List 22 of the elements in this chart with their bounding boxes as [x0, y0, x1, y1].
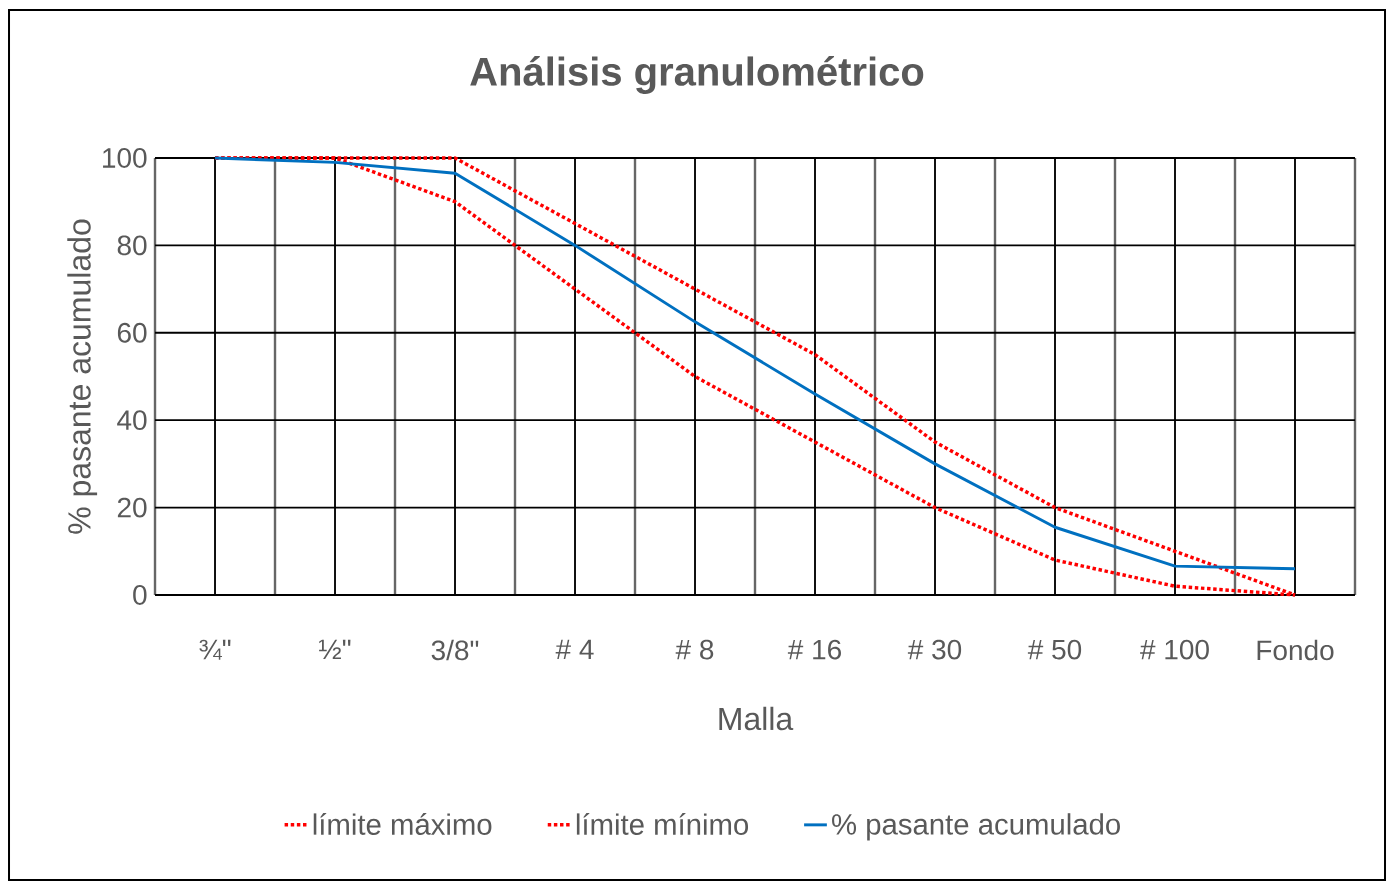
chart-title: Análisis granulométrico: [470, 56, 924, 94]
legend-label: límite máximo: [313, 813, 492, 835]
y-tick-label: 0: [133, 585, 147, 605]
x-tick-label: ½": [319, 639, 351, 659]
x-tick-label: Fondo: [1257, 639, 1334, 661]
x-tick-label: # 100: [1140, 639, 1209, 660]
x-tick-label: # 30: [907, 639, 962, 660]
x-tick-label: # 50: [1027, 639, 1082, 660]
y-tick-label: 40: [117, 410, 147, 431]
x-tick-label: # 8: [675, 639, 714, 660]
legend-label: % pasante acumulado: [832, 813, 1120, 841]
x-tick-label: 3/8": [431, 639, 479, 661]
x-tick-label: # 4: [555, 639, 594, 659]
legend-label: límite mínimo: [576, 813, 749, 835]
y-tick-label: 20: [117, 497, 147, 518]
y-tick-label: 60: [117, 322, 147, 343]
x-axis-title: Malla: [719, 706, 794, 731]
y-tick-label: 100: [103, 148, 147, 168]
y-axis-title: % pasante acumulado: [67, 219, 98, 534]
x-tick-label: # 16: [787, 639, 841, 660]
x-tick-label: ¾": [199, 639, 231, 660]
y-tick-label: 80: [117, 235, 147, 256]
